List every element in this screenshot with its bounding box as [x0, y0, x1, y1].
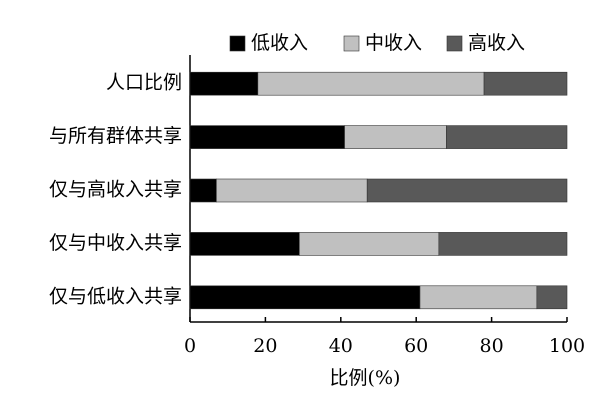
- legend-swatch: [229, 35, 246, 52]
- y-tick-label: 人口比例: [106, 72, 182, 94]
- bar-segment: [189, 71, 259, 96]
- legend-label: 中收入: [365, 32, 422, 54]
- bar-segment: [257, 71, 485, 96]
- x-tick-label: 0: [184, 335, 196, 357]
- bar-segment: [446, 125, 568, 149]
- y-tick-label: 仅与低收入共享: [49, 285, 182, 307]
- x-tick-label: 60: [404, 335, 428, 357]
- y-tick-label: 仅与中收入共享: [49, 232, 182, 254]
- bar-segment: [299, 232, 440, 256]
- y-tick-label: 仅与高收入共享: [49, 179, 182, 201]
- x-tick-label: 100: [549, 335, 585, 357]
- bar-segment: [344, 125, 447, 149]
- bar-segment: [536, 285, 568, 310]
- legend-label: 高收入: [468, 32, 525, 54]
- bar-segment: [189, 285, 421, 310]
- bar-segment: [216, 178, 368, 203]
- y-tick-label: 与所有群体共享: [49, 125, 182, 147]
- bar-segment: [483, 71, 568, 96]
- bar-segment: [189, 232, 300, 256]
- bar-segment: [438, 232, 568, 256]
- x-tick-label: 20: [253, 335, 277, 357]
- legend-label: 低收入: [251, 32, 308, 54]
- bar-segment: [189, 125, 345, 149]
- bar-segment: [366, 178, 568, 203]
- bar-segment: [189, 178, 217, 203]
- x-tick-label: 40: [329, 335, 353, 357]
- legend-swatch: [343, 35, 360, 52]
- x-tick-label: 80: [480, 335, 504, 357]
- bar-segment: [419, 285, 538, 310]
- legend-swatch: [446, 35, 463, 52]
- x-axis-label: 比例(%): [330, 367, 401, 389]
